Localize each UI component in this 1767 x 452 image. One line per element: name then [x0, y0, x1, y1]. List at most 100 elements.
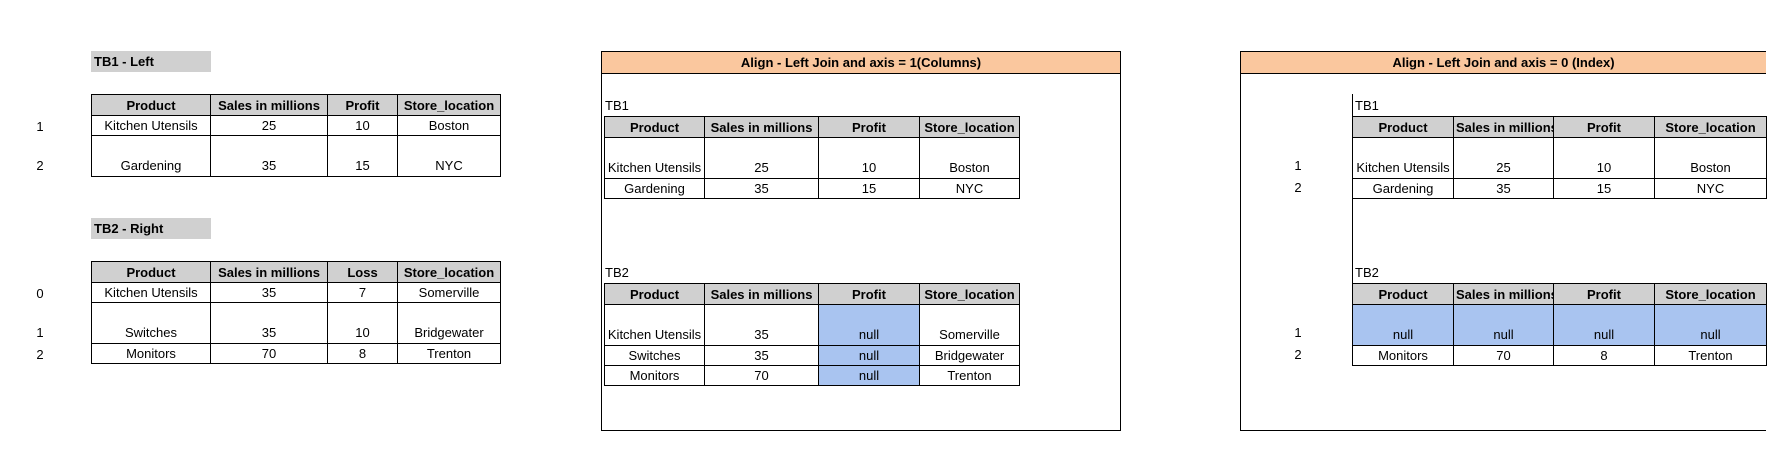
cell: Gardening: [1352, 178, 1454, 199]
panel-axis-index-title: Align - Left Join and axis = 0 (Index): [1241, 52, 1766, 74]
cell: NYC: [397, 135, 501, 177]
col-header-product: Product: [1352, 116, 1454, 138]
cell: Boston: [919, 137, 1020, 179]
col-header-profit: Profit: [818, 283, 920, 305]
panel-index-tb1-table: Product Sales in millions Profit Store_l…: [1352, 116, 1767, 199]
panel-index-tb2-caption: TB2: [1355, 265, 1379, 280]
cell: 15: [1553, 178, 1655, 199]
cell: Boston: [397, 115, 501, 136]
cell: Trenton: [919, 365, 1020, 386]
tb2-right-title: TB2 - Right: [91, 218, 211, 239]
cell: 70: [1453, 345, 1554, 366]
tb2-index-0: 0: [36, 286, 44, 301]
cell: Somerville: [919, 304, 1020, 346]
panel-index-tb1-index-1: 1: [1294, 158, 1302, 173]
cell: Bridgewater: [397, 302, 501, 344]
table-row: Kitchen Utensils 25 10 Boston: [91, 115, 501, 136]
table-row: Monitors 70 null Trenton: [604, 365, 1020, 386]
col-header-store: Store_location: [919, 116, 1020, 138]
col-header-product: Product: [91, 261, 211, 283]
table-row: Gardening 35 15 NYC: [91, 135, 501, 177]
divider: [1352, 94, 1353, 116]
cell: Monitors: [91, 343, 211, 364]
null-cell: null: [818, 304, 920, 346]
table-row: Kitchen Utensils 25 10 Boston: [604, 137, 1020, 179]
tb1-left-table: Product Sales in millions Profit Store_l…: [91, 94, 501, 177]
cell: Switches: [91, 302, 211, 344]
cell: Monitors: [1352, 345, 1454, 366]
col-header-product: Product: [604, 116, 705, 138]
cell: NYC: [1654, 178, 1767, 199]
table-row: null null null null: [1352, 304, 1767, 346]
cell: NYC: [919, 178, 1020, 199]
cell: 25: [1453, 137, 1554, 179]
null-cell: null: [818, 365, 920, 386]
col-header-product: Product: [1352, 283, 1454, 305]
cell: 15: [327, 135, 398, 177]
tb1-index-2: 2: [36, 158, 44, 173]
col-header-profit: Profit: [818, 116, 920, 138]
table-row: Kitchen Utensils 35 null Somerville: [604, 304, 1020, 346]
cell: Gardening: [604, 178, 705, 199]
tb1-left-title: TB1 - Left: [91, 51, 211, 72]
cell: Kitchen Utensils: [91, 282, 211, 303]
table-row: Gardening 35 15 NYC: [604, 178, 1020, 199]
cell: 8: [1553, 345, 1655, 366]
cell: 15: [818, 178, 920, 199]
col-header-profit: Profit: [1553, 116, 1655, 138]
cell: 35: [704, 178, 819, 199]
col-header-profit: Profit: [327, 94, 398, 116]
panel-columns-tb2-caption: TB2: [605, 265, 629, 280]
cell: 35: [704, 345, 819, 366]
cell: Somerville: [397, 282, 501, 303]
col-header-product: Product: [91, 94, 211, 116]
col-header-sales: Sales in millions: [704, 283, 819, 305]
null-cell: null: [1453, 304, 1554, 346]
divider: [1352, 197, 1353, 283]
col-header-sales: Sales in millions: [1453, 283, 1554, 305]
cell: 10: [818, 137, 920, 179]
cell: 35: [210, 302, 328, 344]
cell: 10: [327, 115, 398, 136]
panel-axis-columns-title: Align - Left Join and axis = 1(Columns): [602, 52, 1120, 74]
cell: 25: [210, 115, 328, 136]
cell: 10: [1553, 137, 1655, 179]
panel-axis-columns: Align - Left Join and axis = 1(Columns): [601, 51, 1121, 431]
cell: 35: [210, 135, 328, 177]
tb2-index-2: 2: [36, 347, 44, 362]
col-header-sales: Sales in millions: [704, 116, 819, 138]
cell: Kitchen Utensils: [604, 304, 705, 346]
table-row: Monitors 70 8 Trenton: [91, 343, 501, 364]
table-row: Switches 35 null Bridgewater: [604, 345, 1020, 366]
panel-columns-tb1-table: Product Sales in millions Profit Store_l…: [604, 116, 1020, 199]
table-row: Monitors 70 8 Trenton: [1352, 345, 1767, 366]
cell: Boston: [1654, 137, 1767, 179]
col-header-store: Store_location: [397, 94, 501, 116]
panel-index-tb2-index-2: 2: [1294, 347, 1302, 362]
col-header-store: Store_location: [397, 261, 501, 283]
cell: Gardening: [91, 135, 211, 177]
cell: 7: [327, 282, 398, 303]
null-cell: null: [1553, 304, 1655, 346]
table-row: Switches 35 10 Bridgewater: [91, 302, 501, 344]
table-row: Kitchen Utensils 35 7 Somerville: [91, 282, 501, 303]
cell: Trenton: [1654, 345, 1767, 366]
col-header-sales: Sales in millions: [210, 94, 328, 116]
panel-index-tb1-index-2: 2: [1294, 180, 1302, 195]
panel-index-tb1-caption: TB1: [1355, 98, 1379, 113]
col-header-loss: Loss: [327, 261, 398, 283]
tb2-index-1: 1: [36, 325, 44, 340]
table-row: Kitchen Utensils 25 10 Boston: [1352, 137, 1767, 179]
table-row: Gardening 35 15 NYC: [1352, 178, 1767, 199]
cell: 35: [1453, 178, 1554, 199]
col-header-store: Store_location: [1654, 283, 1767, 305]
panel-columns-tb1-caption: TB1: [605, 98, 629, 113]
cell: 8: [327, 343, 398, 364]
cell: Kitchen Utensils: [91, 115, 211, 136]
tb1-index-1: 1: [36, 119, 44, 134]
panel-index-tb2-index-1: 1: [1294, 325, 1302, 340]
col-header-sales: Sales in millions: [210, 261, 328, 283]
panel-axis-index: Align - Left Join and axis = 0 (Index): [1240, 51, 1766, 431]
col-header-store: Store_location: [919, 283, 1020, 305]
cell: Kitchen Utensils: [1352, 137, 1454, 179]
